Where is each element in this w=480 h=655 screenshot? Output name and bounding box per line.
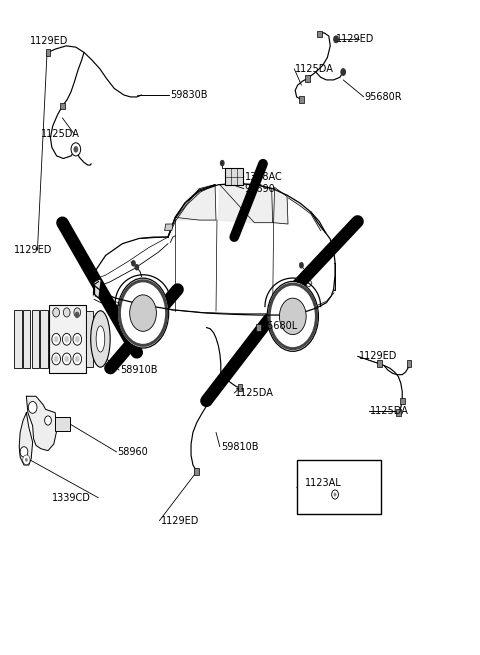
Circle shape <box>20 447 28 457</box>
Text: 1129ED: 1129ED <box>14 245 53 255</box>
Text: 58910B: 58910B <box>120 365 157 375</box>
Polygon shape <box>168 185 215 237</box>
Circle shape <box>299 262 304 269</box>
Circle shape <box>62 353 71 365</box>
Bar <box>46 49 50 56</box>
Circle shape <box>131 260 136 267</box>
Circle shape <box>73 146 78 153</box>
Text: 1125DA: 1125DA <box>370 406 408 417</box>
Bar <box>305 75 310 82</box>
Text: 95690: 95690 <box>245 183 276 194</box>
Polygon shape <box>287 195 323 231</box>
Bar <box>407 360 411 367</box>
Polygon shape <box>175 185 216 220</box>
Text: 1129ED: 1129ED <box>359 351 397 362</box>
Circle shape <box>332 490 338 499</box>
Circle shape <box>63 308 70 317</box>
Bar <box>86 311 93 367</box>
Circle shape <box>75 356 80 362</box>
Circle shape <box>28 402 37 413</box>
Bar <box>256 324 261 331</box>
Circle shape <box>52 333 60 345</box>
Circle shape <box>64 356 69 362</box>
Circle shape <box>23 455 30 464</box>
Circle shape <box>333 35 339 43</box>
Bar <box>23 310 30 368</box>
Circle shape <box>134 264 139 271</box>
Ellipse shape <box>91 310 110 367</box>
Bar <box>377 360 382 367</box>
Circle shape <box>73 333 82 345</box>
Polygon shape <box>218 185 273 223</box>
Text: 58960: 58960 <box>118 447 148 457</box>
Bar <box>194 468 199 475</box>
Circle shape <box>45 416 51 425</box>
Circle shape <box>130 295 156 331</box>
Circle shape <box>73 353 82 365</box>
Bar <box>60 103 65 109</box>
Circle shape <box>75 312 80 318</box>
Bar <box>225 168 243 185</box>
Circle shape <box>54 336 59 343</box>
Circle shape <box>64 336 69 343</box>
Text: 1338AC: 1338AC <box>245 172 283 182</box>
Text: 59810B: 59810B <box>221 441 258 452</box>
Text: 95680R: 95680R <box>365 92 402 102</box>
Polygon shape <box>165 224 173 231</box>
Circle shape <box>118 278 168 348</box>
Circle shape <box>267 282 318 351</box>
Circle shape <box>340 68 346 76</box>
Circle shape <box>220 160 225 166</box>
Polygon shape <box>93 280 100 296</box>
Text: 1123AL: 1123AL <box>305 478 342 489</box>
Circle shape <box>25 458 28 462</box>
Circle shape <box>52 353 60 365</box>
Circle shape <box>279 298 306 335</box>
Text: 95680L: 95680L <box>262 321 298 331</box>
Bar <box>400 398 405 404</box>
Circle shape <box>74 308 81 317</box>
Circle shape <box>62 333 71 345</box>
Text: 1339CD: 1339CD <box>52 493 91 503</box>
Text: 1125DA: 1125DA <box>295 64 334 74</box>
Circle shape <box>23 455 30 464</box>
Circle shape <box>194 468 199 475</box>
Text: 1129ED: 1129ED <box>30 35 68 46</box>
Bar <box>317 31 322 37</box>
Text: 1129ED: 1129ED <box>336 34 374 45</box>
Bar <box>55 417 70 431</box>
Bar <box>40 310 48 368</box>
Polygon shape <box>19 413 33 465</box>
Polygon shape <box>274 187 288 224</box>
Circle shape <box>334 493 336 496</box>
Circle shape <box>71 143 81 156</box>
Text: 59830B: 59830B <box>170 90 208 100</box>
Bar <box>32 310 39 368</box>
Bar <box>14 310 22 368</box>
Text: 1129ED: 1129ED <box>161 515 199 526</box>
Bar <box>297 460 381 514</box>
Bar <box>396 409 401 416</box>
Circle shape <box>75 336 80 343</box>
Text: 1125DA: 1125DA <box>235 388 274 398</box>
Bar <box>238 384 242 391</box>
Ellipse shape <box>96 326 105 352</box>
Polygon shape <box>26 396 57 451</box>
Circle shape <box>332 490 338 499</box>
Circle shape <box>53 308 60 317</box>
Text: 1125DA: 1125DA <box>41 129 80 140</box>
Circle shape <box>54 356 59 362</box>
Bar <box>299 96 304 103</box>
Bar <box>49 305 86 373</box>
